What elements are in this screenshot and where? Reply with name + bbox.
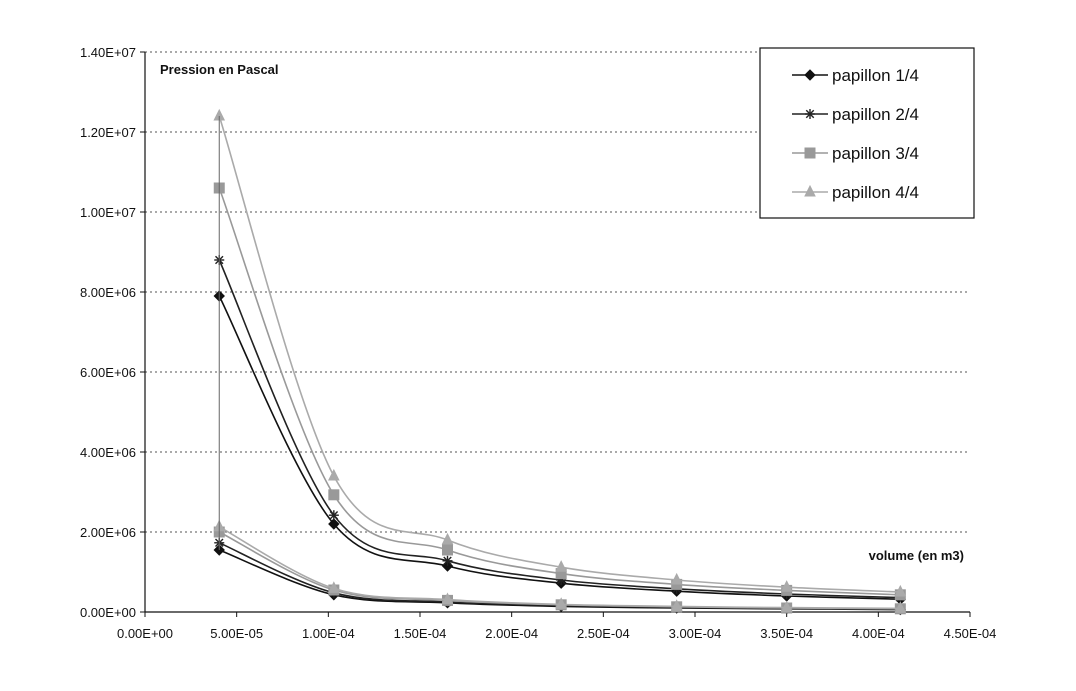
- series-4-line-2-point-2: [328, 581, 340, 593]
- series-3: [213, 182, 906, 615]
- series-2-line-1-point-2: [328, 510, 339, 521]
- x-tick-label-6: 3.00E-04: [669, 626, 722, 641]
- y-tick-label-6: 1.20E+07: [80, 125, 136, 140]
- series-4: [213, 108, 907, 613]
- legend-box: [759, 47, 975, 219]
- legend-label-1: papillon 1/4: [832, 66, 919, 85]
- y-tick-label-3: 6.00E+06: [80, 365, 136, 380]
- x-axis-ticks: 0.00E+00 5.00E-05 1.00E-04 1.50E-04 2.00E-04…: [117, 612, 996, 641]
- x-tick-label-4: 2.00E-04: [485, 626, 538, 641]
- series-4-line-2-point-3: [441, 592, 454, 605]
- legend-marker-4: [804, 184, 816, 197]
- legend-marker-2: [805, 109, 815, 119]
- series-2: [214, 255, 906, 615]
- series-1-line-1-point-2: [328, 518, 340, 530]
- x-tick-label-7: 3.50E-04: [760, 626, 813, 641]
- series-3-line-1: [218, 187, 901, 596]
- legend-marker-3: [804, 147, 816, 159]
- series-4-line-1-point-7: [894, 584, 907, 597]
- y-tick-label-1: 2.00E+06: [80, 525, 136, 540]
- series-2-line-1-point-3: [442, 555, 453, 566]
- series-4-line-2-point-4: [555, 597, 567, 609]
- legend-item-1: papillon 1/4: [792, 66, 919, 85]
- legend-label-3: papillon 3/4: [832, 144, 919, 163]
- x-tick-label-0: 0.00E+00: [117, 626, 173, 641]
- series-4-line-1-point-6: [780, 580, 793, 592]
- series-3-line-1-point-2: [328, 489, 340, 501]
- series-4-line-1-point-2: [328, 468, 340, 481]
- y-tick-label-5: 1.00E+07: [80, 205, 136, 220]
- x-tick-label-8: 4.00E-04: [852, 626, 905, 641]
- x-axis-title: volume (en m3): [869, 548, 964, 563]
- series-4-line-1-point-3: [441, 532, 454, 545]
- legend-item-2: papillon 2/4: [792, 105, 919, 124]
- x-tick-label-2: 1.00E-04: [302, 626, 355, 641]
- series-group: [213, 108, 907, 616]
- series-4-line-1-point-4: [555, 560, 567, 572]
- series-4-line-2-point-7: [894, 601, 907, 613]
- y-tick-label-0: 0.00E+00: [80, 605, 136, 620]
- legend-label-2: papillon 2/4: [832, 105, 919, 124]
- y-tick-label-2: 4.00E+06: [80, 445, 136, 460]
- axes: [144, 52, 970, 613]
- x-tick-label-3: 1.50E-04: [394, 626, 447, 641]
- x-tick-label-9: 4.50E-04: [944, 626, 997, 641]
- y-tick-label-4: 8.00E+06: [80, 285, 136, 300]
- series-3-line-1-point-3: [442, 544, 453, 556]
- legend: papillon 1/4 papillon 2/4 papillon 3/4 papi…: [759, 47, 975, 219]
- legend-marker-1: [804, 69, 816, 81]
- chart-title: Pression en Pascal: [160, 62, 279, 77]
- legend-item-4: papillon 4/4: [792, 183, 919, 202]
- legend-item-3: papillon 3/4: [792, 144, 919, 163]
- series-4-line-2-point-6: [780, 600, 793, 613]
- x-tick-label-5: 2.50E-04: [577, 626, 630, 641]
- y-axis-ticks: 0.00E+00 2.00E+06 4.00E+06 6.00E+06 8.00E+06…: [80, 45, 145, 620]
- series-4-line-1-point-5: [670, 572, 683, 585]
- series-4-line-1: [218, 115, 901, 593]
- series-4-line-2-point-5: [670, 599, 683, 611]
- series-2-line-1: [218, 259, 901, 599]
- y-tick-label-7: 1.40E+07: [80, 45, 136, 60]
- x-tick-label-1: 5.00E-05: [210, 626, 263, 641]
- legend-label-4: papillon 4/4: [832, 183, 919, 202]
